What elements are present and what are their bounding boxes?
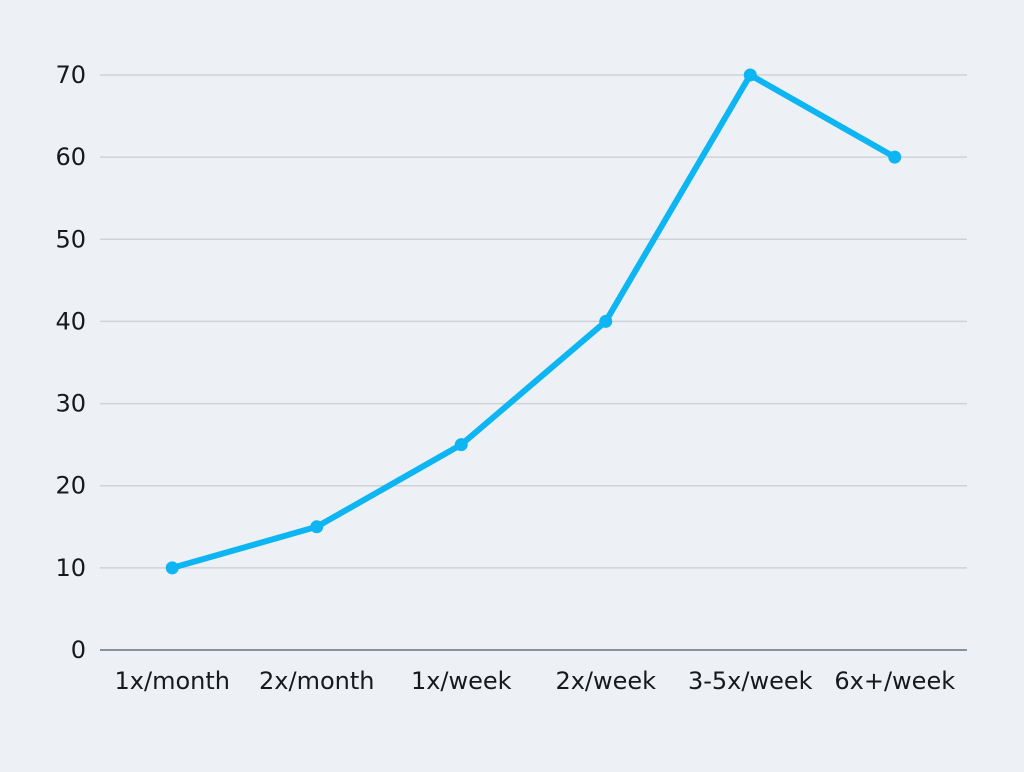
data-point-3 <box>599 314 613 328</box>
data-point-5 <box>888 150 902 164</box>
y-tick-label-40: 40 <box>55 307 86 335</box>
x-tick-label-1: 2x/month <box>259 667 374 695</box>
y-tick-label-50: 50 <box>55 225 86 253</box>
x-tick-label-5: 6x+/week <box>834 667 955 695</box>
x-tick-label-0: 1x/month <box>115 667 230 695</box>
x-tick-label-3: 2x/week <box>555 667 656 695</box>
data-point-2 <box>454 438 468 452</box>
data-point-0 <box>165 561 179 575</box>
y-tick-label-30: 30 <box>55 390 86 418</box>
y-tick-label-0: 0 <box>71 636 86 664</box>
y-tick-label-10: 10 <box>55 554 86 582</box>
data-point-1 <box>310 520 324 534</box>
y-tick-label-70: 70 <box>55 61 86 89</box>
y-tick-label-20: 20 <box>55 472 86 500</box>
x-tick-label-2: 1x/week <box>411 667 512 695</box>
data-point-4 <box>743 68 757 82</box>
y-tick-label-60: 60 <box>55 143 86 171</box>
series-line-frequency <box>169 72 898 571</box>
x-tick-label-4: 3-5x/week <box>688 667 813 695</box>
